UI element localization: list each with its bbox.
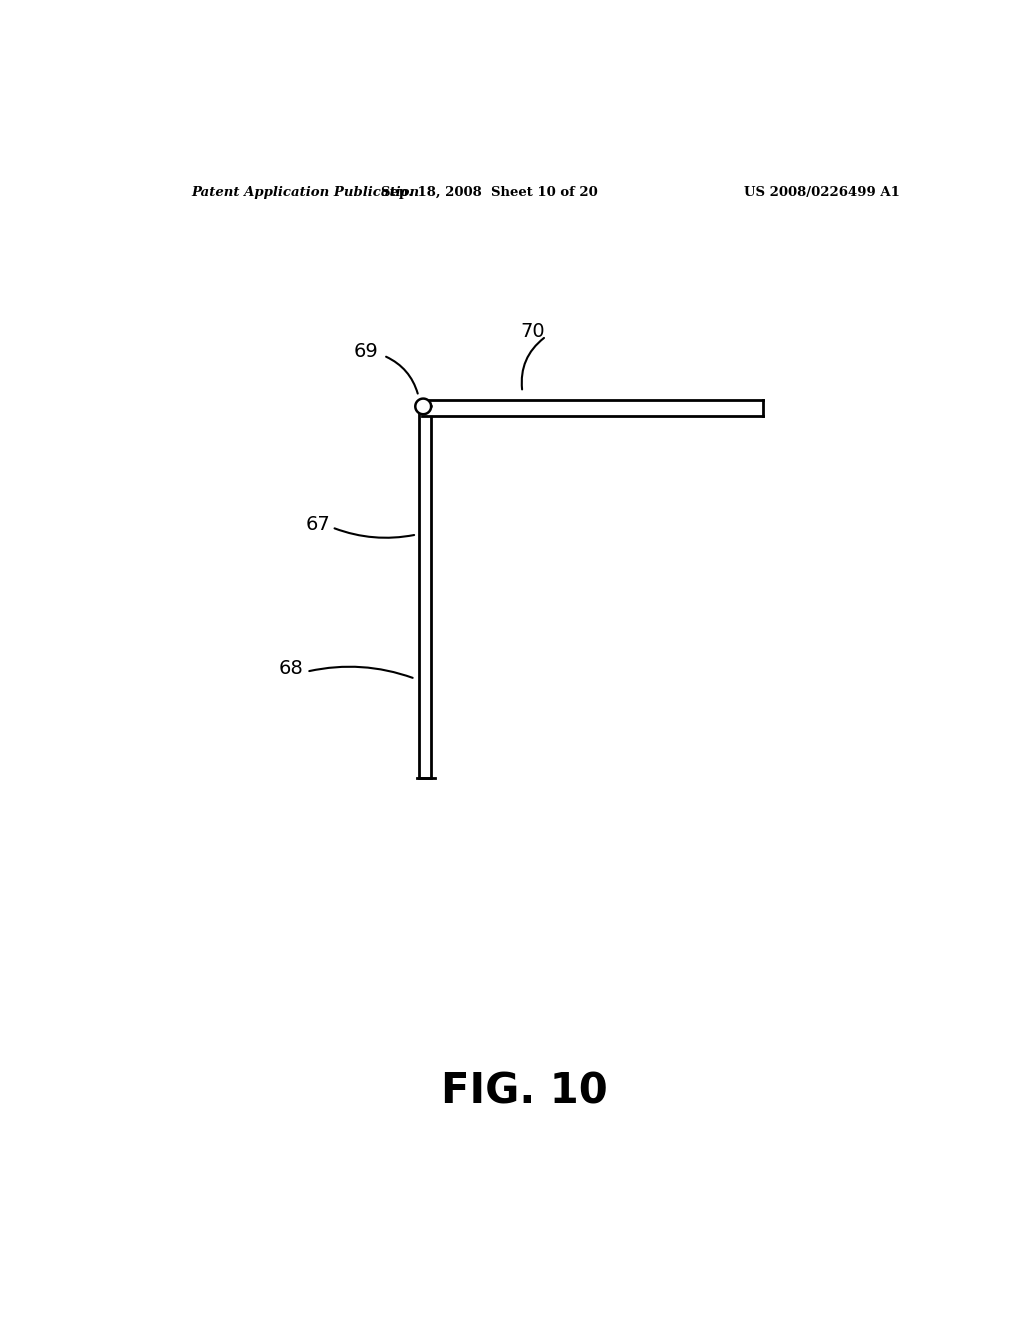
Bar [419,403,431,779]
Text: 67: 67 [306,515,331,533]
Text: 68: 68 [279,659,303,678]
Text: 69: 69 [353,342,379,360]
Text: 70: 70 [520,322,545,341]
Text: US 2008/0226499 A1: US 2008/0226499 A1 [744,186,900,199]
Polygon shape [416,399,431,414]
Bar [422,400,763,416]
Text: Patent Application Publication: Patent Application Publication [191,186,420,199]
Text: Sep. 18, 2008  Sheet 10 of 20: Sep. 18, 2008 Sheet 10 of 20 [381,186,597,199]
Text: FIG. 10: FIG. 10 [441,1071,608,1113]
